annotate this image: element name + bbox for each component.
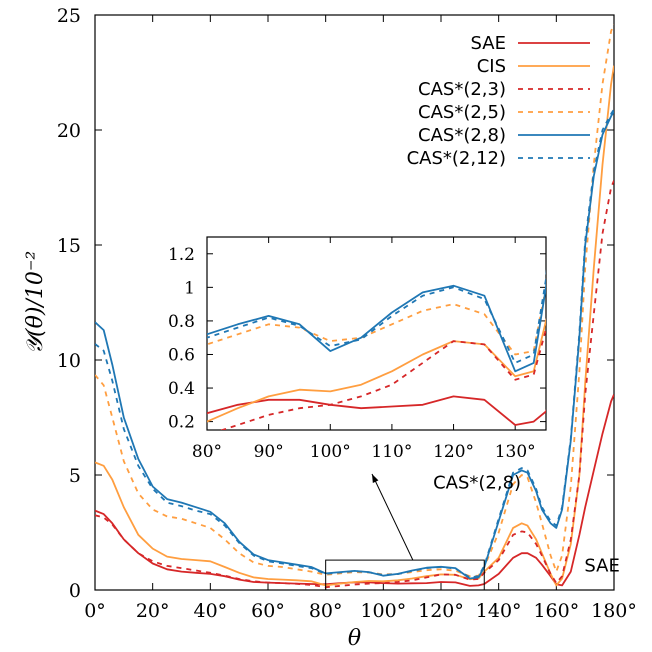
annotation-label: CAS*(2,8) [433, 473, 521, 494]
legend-label: SAE [471, 33, 506, 54]
legend-label: CAS*(2,3) [418, 79, 506, 100]
zoom-box [325, 559, 485, 591]
y-tick-label: 10 [57, 350, 81, 372]
inset-x-tick-label: 80° [192, 442, 222, 462]
series-line-0 [95, 394, 614, 587]
inset-series-line-2 [219, 326, 546, 430]
y-tick-label: 15 [57, 235, 81, 257]
x-tick-label: 0° [84, 600, 106, 622]
legend-label: CIS [477, 56, 506, 77]
inset-x-tick-label: 90° [254, 442, 284, 462]
inset-series-line-3 [207, 279, 546, 356]
x-tick-label: 60° [251, 600, 285, 622]
y-tick-label: 5 [69, 465, 81, 487]
legend-label: CAS*(2,12) [407, 148, 506, 169]
inset-y-tick-label: 0.4 [168, 379, 195, 399]
zoom-arrow-line [371, 473, 414, 561]
x-tick-label: 140° [476, 600, 522, 622]
series-line-1 [95, 65, 614, 587]
legend-label: CAS*(2,8) [418, 125, 506, 146]
y-tick-label: 25 [57, 5, 81, 27]
inset-series-line-5 [207, 268, 546, 364]
inset-x-tick-label: 120° [433, 442, 474, 462]
annotation-label: SAE [584, 556, 619, 577]
x-tick-label: 40° [193, 600, 227, 622]
inset-series-line-4 [207, 277, 546, 373]
legend: SAECISCAS*(2,3)CAS*(2,5)CAS*(2,8)CAS*(2,… [407, 33, 590, 169]
inset-x-tick-label: 110° [371, 442, 412, 462]
y-tick-label: 20 [57, 120, 81, 142]
x-tick-label: 180° [591, 600, 637, 622]
zoom-arrow-head [372, 474, 379, 483]
inset-x-tick-label: 130° [495, 442, 536, 462]
inset-series-line-0 [207, 395, 546, 426]
main-plot: 0° 20° 40° 60° 80° 100° 120° 140° 160° 180°051015… [23, 5, 637, 651]
legend-label: CAS*(2,5) [418, 102, 506, 123]
inset-series-line-1 [207, 317, 546, 423]
inset-y-tick-label: 0.6 [168, 345, 195, 365]
x-tick-label: 80° [309, 600, 343, 622]
annotations: CAS*(2,8) SAE [371, 473, 620, 577]
inset-y-tick-label: 1 [184, 278, 195, 298]
x-tick-label: 20° [136, 600, 170, 622]
series-line-2 [95, 180, 614, 589]
y-axis-label: 𝒴(θ)/10⁻² [23, 251, 48, 355]
x-tick-label: 120° [418, 600, 464, 622]
inset-y-tick-label: 0.2 [168, 413, 195, 433]
inset-plot: 80° 90° 100° 110° 120° 130° 0.2 0.4 0.6 0.8 1 1.2 [168, 236, 547, 462]
y-tick-label: 0 [69, 580, 81, 602]
inset-x-tick-label: 100° [310, 442, 351, 462]
inset-y-tick-label: 0.8 [168, 312, 195, 332]
inset-y-tick-label: 1.2 [168, 245, 195, 265]
x-axis-label: θ [348, 626, 361, 651]
x-tick-label: 160° [533, 600, 579, 622]
series-line-5 [95, 108, 614, 579]
x-tick-label: 100° [360, 600, 406, 622]
